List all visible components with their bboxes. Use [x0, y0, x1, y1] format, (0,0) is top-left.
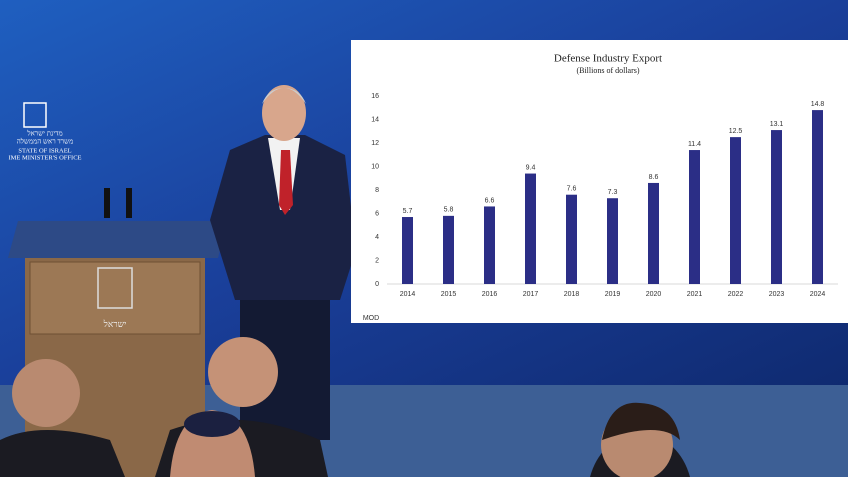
screen — [351, 40, 848, 323]
y-tick-label: 4 — [375, 234, 379, 241]
x-tick-label: 2018 — [564, 291, 580, 298]
emblem-text: משרד ראש הממשלה — [17, 138, 74, 146]
bar — [607, 198, 618, 284]
value-label: 5.7 — [403, 208, 413, 215]
y-tick-label: 6 — [375, 210, 379, 217]
y-tick-label: 0 — [375, 281, 379, 288]
bar — [443, 215, 454, 284]
x-tick-label: 2023 — [769, 291, 785, 298]
x-tick-label: 2016 — [482, 291, 498, 298]
y-tick-label: 14 — [371, 116, 379, 123]
speaker — [210, 85, 356, 440]
bar — [812, 110, 823, 284]
value-label: 6.6 — [485, 197, 495, 204]
x-tick-label: 2024 — [810, 291, 826, 298]
x-tick-label: 2019 — [605, 291, 621, 298]
bar — [730, 137, 741, 284]
x-tick-label: 2015 — [441, 291, 457, 298]
bar — [566, 194, 577, 284]
x-tick-label: 2014 — [400, 291, 416, 298]
value-label: 9.4 — [526, 164, 536, 171]
value-label: 8.6 — [649, 174, 659, 181]
x-tick-label: 2021 — [687, 291, 703, 298]
value-label: 11.4 — [688, 141, 701, 148]
y-tick-label: 12 — [371, 140, 379, 147]
chart-subtitle: (Billions of dollars) — [576, 66, 639, 75]
bar — [648, 182, 659, 284]
bar — [525, 173, 536, 284]
value-label: 5.8 — [444, 207, 454, 214]
value-label: 13.1 — [770, 121, 784, 128]
plot: 0 2 4 6 8 10 12 14 16 2014 5.7 2015 5.8 2016 6.6 2017 9.… — [371, 93, 838, 298]
audience — [0, 337, 690, 477]
emblem-text: מדינת ישראל — [26, 130, 62, 138]
emblem-text: IME MINISTER'S OFFICE — [8, 154, 81, 161]
value-label: 7.3 — [608, 189, 618, 196]
y-tick-label: 8 — [375, 187, 379, 194]
bar — [771, 130, 782, 284]
y-tick-label: 2 — [375, 257, 379, 264]
bar — [402, 217, 413, 284]
x-tick-label: 2017 — [523, 291, 539, 298]
x-tick-label: 2022 — [728, 291, 744, 298]
bar — [689, 150, 700, 284]
emblem: מדינת ישראל משרד ראש הממשלה STATE OF ISR… — [8, 102, 82, 161]
value-label: 12.5 — [729, 128, 743, 135]
value-label: 14.8 — [811, 101, 825, 108]
chart-title: Defense Industry Export — [554, 53, 662, 65]
source: MOD — [363, 315, 379, 322]
emblem-text: STATE OF ISRAEL — [18, 147, 71, 154]
y-tick-label: 10 — [371, 163, 379, 170]
value-label: 7.6 — [567, 186, 577, 193]
podium-label: ישראל — [103, 319, 127, 329]
x-tick-label: 2020 — [646, 291, 662, 298]
y-tick-label: 16 — [371, 93, 379, 100]
bar — [484, 206, 495, 284]
